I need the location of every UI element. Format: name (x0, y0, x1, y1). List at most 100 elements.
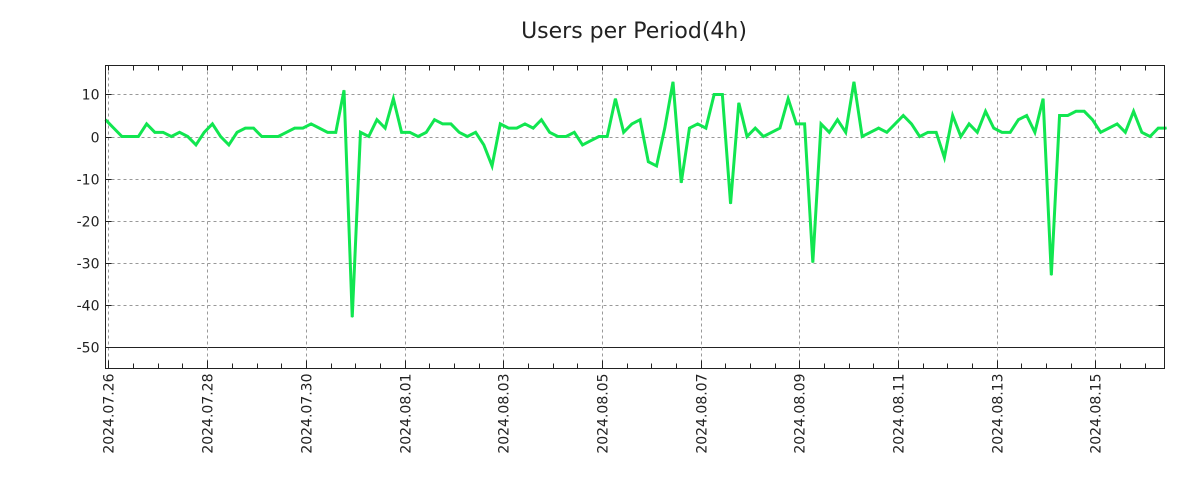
chart-title: Users per Period(4h) (521, 19, 747, 44)
y-tick-label: 0 (91, 131, 100, 147)
data-point (582, 144, 584, 146)
data-point (491, 165, 493, 167)
data-point (466, 136, 468, 138)
data-point (1124, 131, 1126, 133)
data-point (754, 127, 756, 129)
data-point (1083, 110, 1085, 112)
data-point (878, 127, 880, 129)
data-point (417, 136, 419, 138)
data-point (894, 123, 896, 125)
data-point (129, 136, 131, 138)
data-point (746, 136, 748, 138)
data-point (261, 136, 263, 138)
data-point (639, 119, 641, 121)
data-point (795, 123, 797, 125)
data-point (458, 131, 460, 133)
data-point (614, 98, 616, 100)
data-point (195, 144, 197, 146)
x-tick-label: 2024.08.03 (497, 374, 513, 454)
data-point (1165, 127, 1167, 129)
data-point (787, 98, 789, 100)
x-tick-label: 2024.08.05 (596, 374, 612, 454)
data-point (1017, 119, 1019, 121)
data-point (540, 119, 542, 121)
data-point (376, 119, 378, 121)
data-point (680, 182, 682, 184)
data-point (425, 131, 427, 133)
data-point (508, 127, 510, 129)
data-point (294, 127, 296, 129)
data-point (845, 131, 847, 133)
data-point (943, 157, 945, 159)
y-tick-label: -30 (77, 257, 100, 273)
data-point (968, 123, 970, 125)
data-point (1149, 136, 1151, 138)
y-tick-label: -40 (77, 299, 100, 315)
plot-frame (105, 65, 1165, 369)
data-point (516, 127, 518, 129)
data-point (384, 127, 386, 129)
data-point (976, 131, 978, 133)
data-point (647, 161, 649, 163)
x-tick-label: 2024.08.09 (793, 374, 809, 454)
data-point (1001, 131, 1003, 133)
data-point (1042, 98, 1044, 100)
data-point (1059, 115, 1061, 117)
data-point (573, 131, 575, 133)
data-point (820, 123, 822, 125)
data-point (886, 131, 888, 133)
data-point (730, 203, 732, 205)
data-point (1091, 119, 1093, 121)
data-point (211, 123, 213, 125)
data-point (927, 131, 929, 133)
data-point (351, 316, 353, 318)
data-point (475, 131, 477, 133)
data-point (853, 81, 855, 83)
data-point (1026, 115, 1028, 117)
data-point (253, 127, 255, 129)
data-point (1100, 131, 1102, 133)
data-point (121, 136, 123, 138)
data-point (162, 131, 164, 133)
data-point (1050, 274, 1052, 276)
data-point (672, 81, 674, 83)
data-point (1108, 127, 1110, 129)
y-tick-label: -10 (77, 173, 100, 189)
data-point (557, 136, 559, 138)
data-point (549, 131, 551, 133)
data-point (450, 123, 452, 125)
data-point (919, 136, 921, 138)
data-point (483, 144, 485, 146)
data-point (220, 136, 222, 138)
data-point (812, 262, 814, 264)
data-point (1075, 110, 1077, 112)
data-point (985, 110, 987, 112)
data-point (836, 119, 838, 121)
data-point (828, 131, 830, 133)
data-point (524, 123, 526, 125)
x-tick-label: 2024.08.15 (1089, 374, 1105, 454)
data-point (499, 123, 501, 125)
data-point (631, 123, 633, 125)
data-point (713, 93, 715, 95)
data-point (236, 131, 238, 133)
data-point (1133, 110, 1135, 112)
data-point (137, 136, 139, 138)
x-tick-label: 2024.08.07 (695, 374, 711, 454)
data-point (869, 131, 871, 133)
data-point (310, 123, 312, 125)
data-point (688, 127, 690, 129)
data-point (861, 136, 863, 138)
data-point (327, 131, 329, 133)
data-point (113, 127, 115, 129)
data-point (146, 123, 148, 125)
data-point (433, 119, 435, 121)
data-point (170, 136, 172, 138)
data-point (532, 127, 534, 129)
data-point (590, 140, 592, 142)
data-point (179, 131, 181, 133)
data-point (269, 136, 271, 138)
data-point (952, 115, 954, 117)
x-tick-label: 2024.07.30 (300, 374, 316, 454)
